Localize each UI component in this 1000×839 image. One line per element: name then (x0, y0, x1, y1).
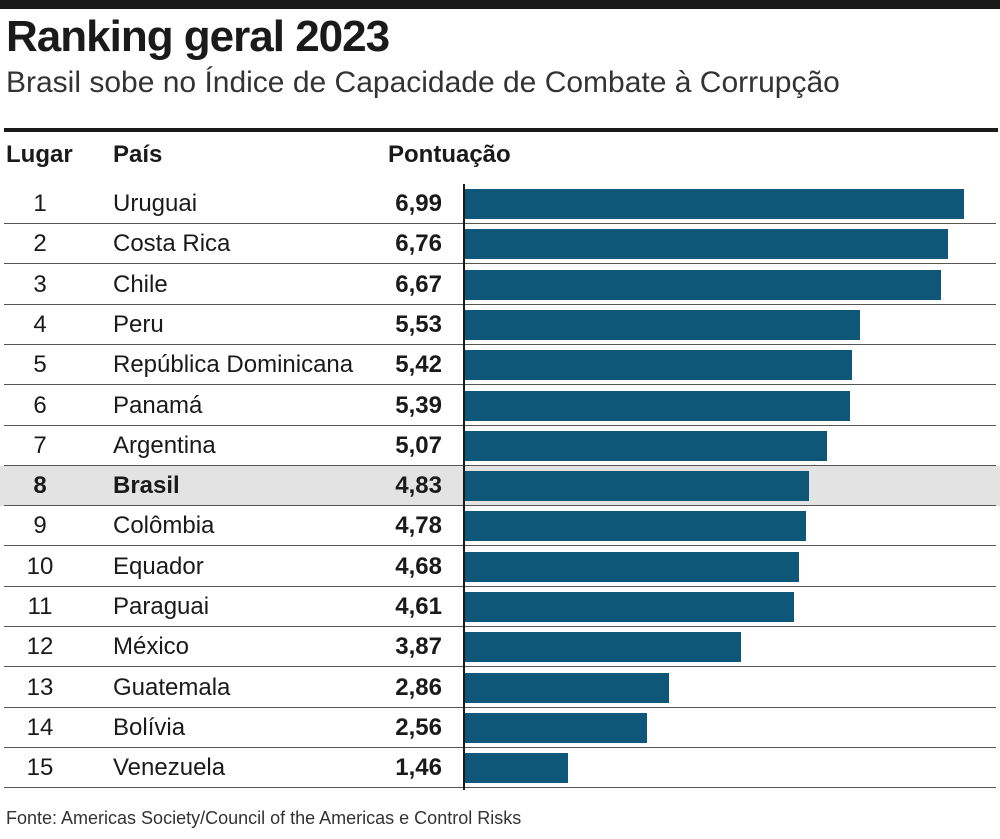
score-bar (464, 350, 852, 380)
row-divider (4, 263, 996, 264)
score-label: 2,86 (395, 674, 442, 701)
row-divider (4, 626, 996, 627)
rank-label: 13 (26, 674, 54, 701)
rank-label: 1 (33, 190, 47, 217)
row-divider (4, 545, 996, 546)
rank-label: 3 (33, 271, 47, 298)
table-row: 14 Bolívia 2,56 (0, 708, 1000, 748)
row-divider (4, 384, 996, 385)
row-divider (4, 747, 996, 748)
score-bar (464, 229, 948, 259)
rank-label: 5 (33, 351, 47, 378)
rank-label: 9 (33, 512, 47, 539)
table-row: 5 República Dominicana 5,42 (0, 345, 1000, 385)
table-row: 2 Costa Rica 6,76 (0, 224, 1000, 264)
row-divider (4, 223, 996, 224)
country-label: Venezuela (113, 754, 226, 781)
score-label: 3,87 (395, 633, 442, 660)
country-label: Equador (113, 553, 204, 580)
score-bar (464, 753, 568, 783)
score-bar (464, 391, 850, 421)
table-row: 7 Argentina 5,07 (0, 426, 1000, 466)
column-header-pais: País (113, 141, 163, 168)
rank-label: 4 (33, 311, 47, 338)
score-bar (464, 189, 964, 219)
table-row: 13 Guatemala 2,86 (0, 668, 1000, 708)
score-label: 5,53 (395, 311, 442, 338)
score-label: 4,61 (395, 593, 442, 620)
country-label: Chile (113, 271, 168, 298)
score-label: 5,42 (395, 351, 442, 378)
country-label: República Dominicana (113, 351, 354, 378)
source-note: Fonte: Americas Society/Council of the A… (6, 808, 522, 828)
top-rule (0, 0, 1000, 9)
rank-label: 6 (33, 392, 47, 419)
score-bar (464, 632, 741, 662)
score-bar (464, 673, 669, 703)
score-label: 4,78 (395, 512, 442, 539)
row-divider (4, 505, 996, 506)
country-label: Argentina (113, 432, 216, 459)
score-label: 2,56 (395, 714, 442, 741)
row-divider (4, 344, 996, 345)
row-divider (4, 465, 996, 466)
rank-label: 8 (33, 472, 47, 499)
table-row: 12 México 3,87 (0, 627, 1000, 667)
row-divider (4, 304, 996, 305)
score-label: 6,67 (395, 271, 442, 298)
country-label: Bolívia (113, 714, 186, 741)
table-row: 4 Peru 5,53 (0, 305, 1000, 345)
rank-label: 2 (33, 230, 47, 257)
country-label: Brasil (113, 472, 180, 499)
score-label: 4,68 (395, 553, 442, 580)
table-row: 10 Equador 4,68 (0, 547, 1000, 587)
score-label: 6,99 (395, 190, 442, 217)
table-row-highlighted: 8 Brasil 4,83 (0, 466, 1000, 506)
row-divider (4, 425, 996, 426)
row-divider (4, 666, 996, 667)
country-label: Uruguai (113, 190, 198, 217)
rank-label: 11 (27, 593, 53, 620)
country-label: Panamá (113, 392, 203, 419)
score-bar (464, 431, 827, 461)
score-bar (464, 552, 799, 582)
score-bar (464, 511, 806, 541)
country-label: México (113, 633, 190, 660)
header-rule (4, 128, 998, 132)
rank-label: 14 (26, 714, 54, 741)
country-label: Guatemala (113, 674, 231, 701)
rank-label: 12 (26, 633, 54, 660)
score-label: 5,39 (395, 392, 442, 419)
chart-subtitle: Brasil sobe no Índice de Capacidade de C… (6, 66, 840, 99)
score-bar (464, 713, 647, 743)
country-label: Colômbia (113, 512, 215, 539)
score-bar (464, 310, 860, 340)
column-header-lugar: Lugar (6, 141, 73, 168)
table-row: 6 Panamá 5,39 (0, 386, 1000, 426)
chart-title: Ranking geral 2023 (6, 12, 390, 61)
column-header-pontuacao: Pontuação (388, 141, 511, 168)
country-label: Paraguai (113, 593, 210, 620)
rank-label: 10 (26, 553, 54, 580)
score-label: 1,46 (395, 754, 442, 781)
row-divider (4, 787, 996, 788)
rank-label: 15 (26, 754, 54, 781)
table-row: 3 Chile 6,67 (0, 265, 1000, 305)
score-bar (464, 471, 809, 501)
country-label: Peru (113, 311, 164, 338)
table-row: 1 Uruguai 6,99 (0, 184, 1000, 224)
score-bar (464, 270, 941, 300)
country-label: Costa Rica (113, 230, 231, 257)
table-row: 9 Colômbia 4,78 (0, 506, 1000, 546)
rank-label: 7 (33, 432, 47, 459)
table-row: 15 Venezuela 1,46 (0, 748, 1000, 788)
score-label: 4,83 (395, 472, 442, 499)
score-label: 6,76 (395, 230, 442, 257)
table-row: 11 Paraguai 4,61 (0, 587, 1000, 627)
bar-baseline (463, 184, 465, 790)
score-label: 5,07 (395, 432, 442, 459)
row-divider (4, 586, 996, 587)
row-divider (4, 707, 996, 708)
score-bar (464, 592, 794, 622)
